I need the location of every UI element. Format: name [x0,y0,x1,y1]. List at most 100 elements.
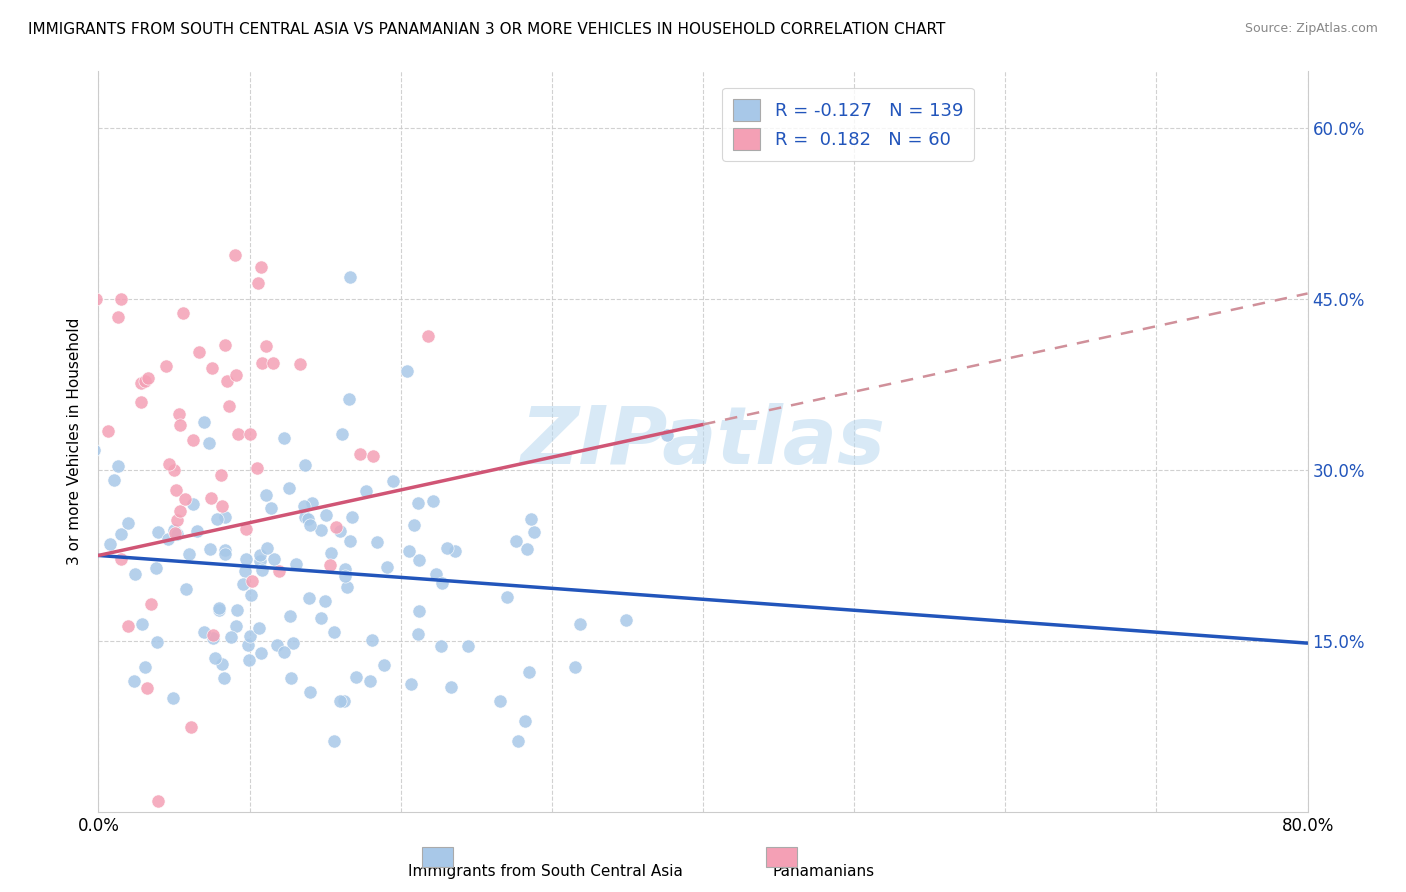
Point [311,610,333,624]
Point [124,566,146,581]
Point [110,551,132,566]
Point [103,474,125,488]
Point [250,562,273,576]
Point [246,460,269,475]
Point [523,525,546,540]
Point [97,425,120,439]
Point [262,356,284,370]
Point [406,496,429,510]
Point [496,590,519,604]
Point [215,374,238,388]
Point [0,550,10,565]
Point [373,658,395,673]
Point [72,814,94,828]
Point [436,541,458,555]
Point [0,606,17,620]
Point [211,499,233,513]
Point [240,574,263,588]
Point [205,512,228,526]
Point [235,523,257,537]
Point [165,526,187,541]
Point [146,524,169,539]
Point [377,560,399,574]
Point [37,310,59,325]
Point [344,670,367,684]
Point [336,581,359,595]
Text: ZIPatlas: ZIPatlas [520,402,886,481]
Point [339,270,361,285]
Point [162,690,184,705]
Point [425,566,447,581]
Text: Panamanians: Panamanians [773,863,875,879]
Point [157,457,180,471]
Point [323,734,346,748]
Point [107,310,129,325]
Point [0,590,6,604]
Point [22,535,45,549]
Point [70,651,93,665]
Point [281,635,304,649]
Point [0,520,15,534]
Point [224,248,246,262]
Point [273,645,295,659]
Point [225,602,247,616]
Point [221,630,243,644]
Point [395,363,418,377]
Point [297,512,319,526]
Point [204,651,226,665]
Point [62,387,84,401]
Legend: R = -0.127   N = 139, R =  0.182   N = 60: R = -0.127 N = 139, R = 0.182 N = 60 [723,87,974,161]
Point [356,483,378,498]
Point [517,665,540,679]
Point [301,496,323,510]
Point [263,551,285,566]
Point [49,545,72,559]
Text: IMMIGRANTS FROM SOUTH CENTRAL ASIA VS PANAMANIAN 3 OR MORE VEHICLES IN HOUSEHOLD: IMMIGRANTS FROM SOUTH CENTRAL ASIA VS PA… [28,22,945,37]
Point [235,564,257,578]
Point [298,685,321,699]
Point [174,491,197,506]
Point [166,526,188,541]
Point [657,428,679,442]
Point [17,620,39,634]
Point [166,512,188,526]
Point [84,292,107,306]
Point [340,510,363,524]
Point [614,613,637,627]
Point [366,535,388,549]
Point [235,552,257,566]
Point [292,500,315,514]
Text: Source: ZipAtlas.com: Source: ZipAtlas.com [1244,22,1378,36]
Point [239,427,262,442]
Point [406,627,429,641]
Point [239,588,262,602]
Point [157,533,180,547]
Point [225,619,247,633]
Point [188,344,211,359]
Point [59,338,82,352]
Point [208,601,231,615]
Point [564,660,586,674]
Point [321,546,343,560]
Point [193,415,215,429]
Point [177,547,200,561]
Point [146,635,169,649]
Point [430,639,453,653]
Point [169,407,191,421]
Point [193,624,215,639]
Point [134,374,156,388]
Point [278,481,301,495]
Point [333,694,356,708]
Point [146,793,169,807]
Point [505,534,527,549]
Point [298,591,321,605]
Point [110,292,132,306]
Point [408,552,430,566]
Point [404,518,426,533]
Point [249,646,271,660]
Point [214,547,236,561]
Point [198,542,221,557]
Point [226,427,249,442]
Point [212,671,235,685]
Point [256,541,278,555]
